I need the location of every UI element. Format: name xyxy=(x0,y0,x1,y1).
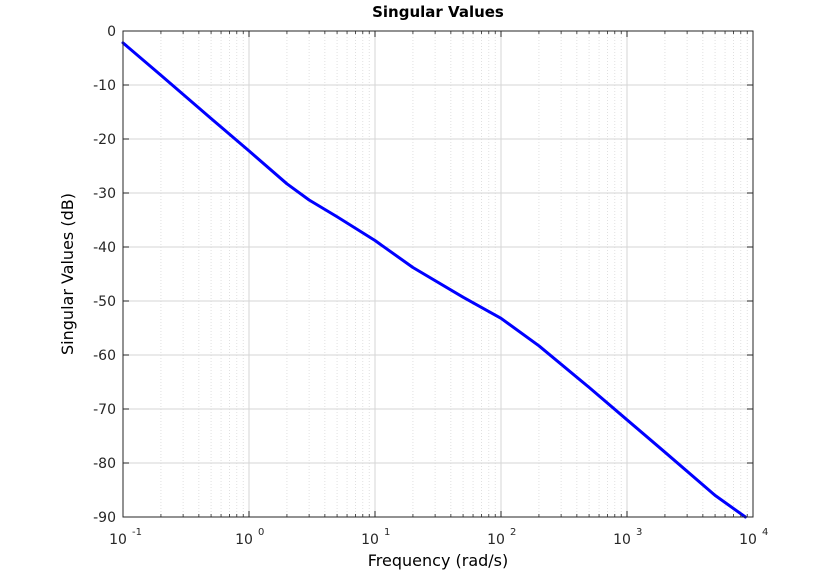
x-tick-label: 10 xyxy=(739,532,757,548)
x-tick-label: 10 xyxy=(613,532,631,548)
x-ticks xyxy=(122,31,754,517)
y-tick-label: -90 xyxy=(93,510,116,526)
singular-value-line xyxy=(121,41,747,519)
major-grid xyxy=(123,31,753,517)
x-tick-label: 10 xyxy=(361,532,379,548)
y-tick-label: -10 xyxy=(93,78,116,94)
y-ticks xyxy=(123,30,753,518)
y-tick-label: -50 xyxy=(93,294,116,310)
y-tick-label: -70 xyxy=(93,402,116,418)
minor-grid xyxy=(160,31,748,517)
x-tick-exponent: -1 xyxy=(132,527,142,538)
plot-area xyxy=(123,31,753,517)
y-tick-label: 0 xyxy=(107,24,116,40)
axes-box xyxy=(122,30,754,518)
chart-title: Singular Values xyxy=(372,3,504,21)
y-tick-label: -20 xyxy=(93,132,116,148)
y-tick-label: -40 xyxy=(93,240,116,256)
x-tick-label: 10 xyxy=(235,532,253,548)
y-tick-labels: 0 -10 -20 -30 -40 -50 -60 -70 -80 -90 xyxy=(93,24,116,526)
x-tick-exponent: 4 xyxy=(762,527,768,538)
x-axis-label: Frequency (rad/s) xyxy=(368,551,509,570)
x-tick-label: 10 xyxy=(487,532,505,548)
y-tick-label: -30 xyxy=(93,186,116,202)
x-tick-exponent: 3 xyxy=(636,527,642,538)
y-tick-label: -80 xyxy=(93,456,116,472)
x-tick-label: 10 xyxy=(109,532,127,548)
x-tick-exponent: 0 xyxy=(258,527,264,538)
x-tick-labels: 10 -1 10 0 10 1 10 2 10 3 10 4 xyxy=(109,527,768,548)
series-layer xyxy=(121,41,747,519)
y-axis-label: Singular Values (dB) xyxy=(58,193,77,355)
x-tick-exponent: 1 xyxy=(384,527,390,538)
x-tick-exponent: 2 xyxy=(510,527,516,538)
y-tick-label: -60 xyxy=(93,348,116,364)
